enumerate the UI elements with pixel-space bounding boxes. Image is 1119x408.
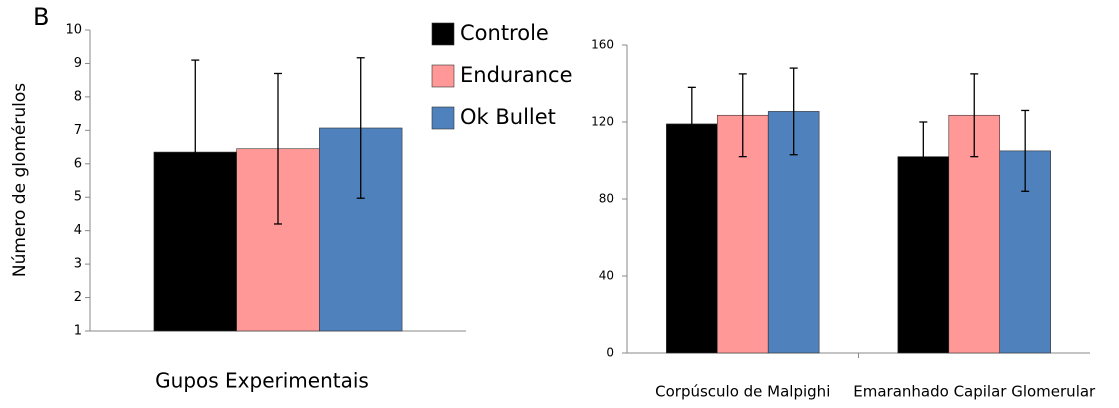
y-tick-label: 5	[74, 190, 82, 205]
y-tick-label: 160	[591, 38, 614, 52]
legend-swatch	[431, 64, 455, 88]
y-tick-label: 1	[74, 324, 82, 339]
y-axis-label: Número de glomérulos	[10, 83, 30, 277]
y-tick-label: 6	[74, 156, 82, 171]
legend-label: Ok Bullet	[460, 105, 556, 129]
y-tick-label: 0	[606, 346, 614, 360]
x-tick-label: Emaranhado Capilar Glomerular	[853, 383, 1096, 401]
y-tick-label: 80	[599, 192, 614, 206]
y-tick-label: 10	[65, 23, 82, 38]
y-tick-label: 40	[599, 269, 614, 283]
legend-label: Controle	[460, 21, 549, 45]
x-axis-label: Gupos Experimentais	[155, 369, 369, 393]
legend-swatch	[431, 22, 455, 46]
legend-swatch	[431, 106, 455, 130]
legend-label: Endurance	[460, 63, 573, 87]
y-tick-label: 9	[74, 56, 82, 71]
y-tick-label: 4	[74, 223, 82, 238]
y-tick-label: 3	[74, 257, 82, 272]
y-tick-label: 8	[74, 89, 82, 104]
panel-label: B	[33, 3, 49, 31]
x-tick-label: Corpúsculo de Malpighi	[655, 383, 830, 401]
y-tick-label: 2	[74, 290, 82, 305]
y-tick-label: 120	[591, 115, 614, 129]
y-tick-label: 7	[74, 123, 82, 138]
